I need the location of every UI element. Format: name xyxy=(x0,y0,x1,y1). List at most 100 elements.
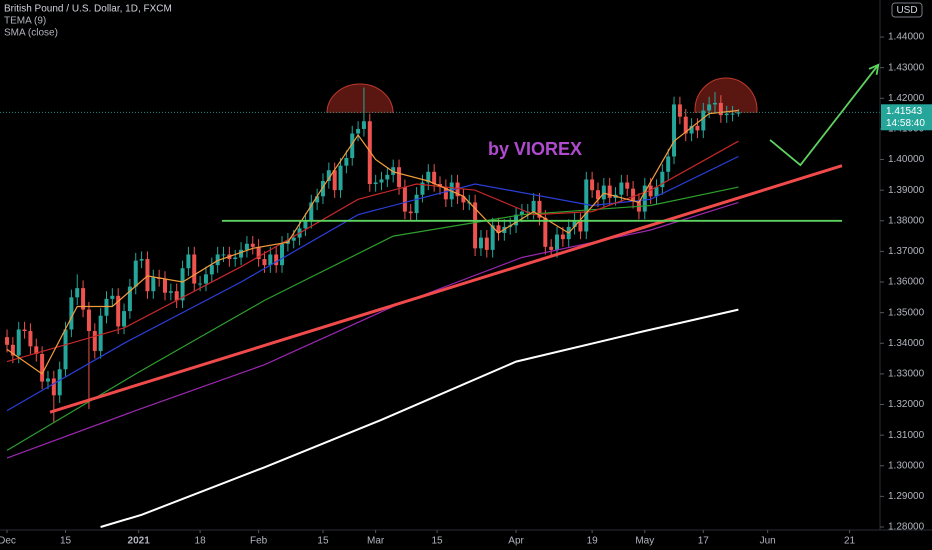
candle-body xyxy=(373,182,378,185)
candle-body xyxy=(537,200,542,218)
candle-body xyxy=(209,265,214,275)
arrow-head xyxy=(868,63,880,75)
candle-body xyxy=(332,170,337,191)
candle-body xyxy=(16,329,21,356)
candle-body xyxy=(432,171,437,185)
x-tick-label: 17 xyxy=(698,536,710,547)
candle-body xyxy=(595,190,600,200)
candle-body xyxy=(631,188,636,201)
candle-body xyxy=(69,297,74,330)
candle-body xyxy=(397,167,402,188)
candle-body xyxy=(461,196,466,203)
y-tick-label: 1.37000 xyxy=(888,246,925,257)
chart-title: British Pound / U.S. Dollar, 1D, FXCM xyxy=(4,4,172,15)
candle-body xyxy=(10,344,15,356)
candle-body xyxy=(233,257,238,260)
candle-body xyxy=(192,254,197,284)
candle-body xyxy=(672,104,677,157)
candle-body xyxy=(572,220,577,227)
candle-body xyxy=(326,170,331,181)
candle-body xyxy=(22,329,27,332)
candle-body xyxy=(473,202,478,249)
candle-body xyxy=(666,156,671,172)
candle-body xyxy=(361,121,366,129)
candle-body xyxy=(168,291,173,293)
y-tick-label: 1.38000 xyxy=(888,215,925,226)
candle-body xyxy=(221,254,226,256)
y-tick-label: 1.40000 xyxy=(888,154,925,165)
candle-body xyxy=(268,254,273,266)
candle-body xyxy=(262,259,267,266)
x-tick-label: Mar xyxy=(367,536,385,547)
candle-body xyxy=(280,243,285,266)
candle-body xyxy=(110,295,115,299)
candle-body xyxy=(344,158,349,166)
candle-body xyxy=(28,331,33,347)
candle-body xyxy=(356,128,361,134)
candle-body xyxy=(590,179,595,191)
candle-body xyxy=(116,295,121,327)
candle-body xyxy=(5,337,10,345)
x-tick-label: 19 xyxy=(587,536,599,547)
candle-body xyxy=(350,133,355,159)
candle-body xyxy=(315,196,320,203)
candle-body xyxy=(701,110,706,131)
candle-body xyxy=(484,237,489,250)
candle-body xyxy=(385,174,390,180)
candle-body xyxy=(51,378,56,396)
candle-body xyxy=(695,125,700,131)
candle-body xyxy=(625,182,630,189)
candle-body xyxy=(601,185,606,200)
candle-body xyxy=(133,260,138,287)
candle-body xyxy=(186,254,191,269)
candle-body xyxy=(63,329,68,370)
candle-body xyxy=(139,259,144,261)
candle-body xyxy=(75,288,80,298)
last-price-label: 1.41543 xyxy=(886,106,923,117)
candle-body xyxy=(320,180,325,197)
candle-body xyxy=(180,268,185,301)
candle-body xyxy=(654,187,659,197)
x-tick-label: 15 xyxy=(317,536,329,547)
candle-body xyxy=(718,102,723,116)
drawing-line xyxy=(769,64,879,167)
currency-box[interactable] xyxy=(891,2,923,18)
candle-body xyxy=(736,112,741,114)
candle-body xyxy=(34,346,39,354)
candle-body xyxy=(619,182,624,195)
candle-body xyxy=(730,113,735,115)
currency[interactable]: USD xyxy=(896,5,917,16)
y-tick-label: 1.31000 xyxy=(888,430,925,441)
candle-body xyxy=(496,225,501,234)
candle-body xyxy=(98,315,103,351)
candle-body xyxy=(291,237,296,241)
candle-body xyxy=(660,171,665,188)
candle-body xyxy=(402,187,407,212)
candle-body xyxy=(303,220,308,229)
y-tick-label: 1.39000 xyxy=(888,185,925,196)
plot-area xyxy=(0,64,880,530)
candle-body xyxy=(81,288,86,310)
y-tick-label: 1.33000 xyxy=(888,369,925,380)
drawing-line xyxy=(49,164,843,414)
candle-body xyxy=(414,194,419,214)
candle-body xyxy=(239,249,244,258)
candle-body xyxy=(274,254,279,266)
x-tick-label: Dec xyxy=(0,536,16,547)
moving-average xyxy=(6,109,739,375)
candle-body xyxy=(163,278,167,293)
legend-item: TEMA (9) xyxy=(4,16,46,27)
candle-body xyxy=(478,237,483,249)
candle-body xyxy=(379,179,384,183)
y-tick-label: 1.28000 xyxy=(888,522,925,533)
legend-item: SMA (close) xyxy=(4,28,58,39)
candle-body xyxy=(367,121,372,185)
last-price-box xyxy=(881,104,932,131)
candle-body xyxy=(642,185,647,212)
x-tick-label: 21 xyxy=(844,536,856,547)
x-tick-label: Jun xyxy=(760,536,776,547)
candle-body xyxy=(151,277,156,292)
countdown: 14:58:40 xyxy=(886,118,925,129)
annotation: by VIOREX xyxy=(488,139,582,159)
